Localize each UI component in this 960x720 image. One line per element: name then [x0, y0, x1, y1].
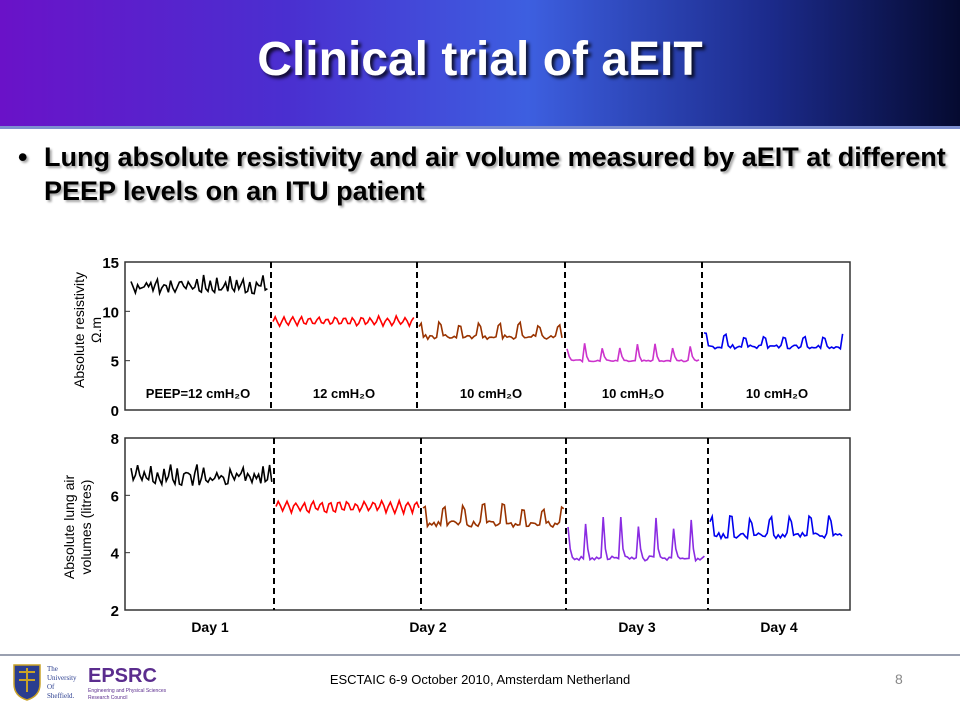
y-tick-label: 10 — [102, 304, 119, 321]
y-axis-label-line: Absolute resistivity — [71, 272, 87, 388]
volume-chart: 2 4 6 8 Absolute lung airvolumes (litres) Day… — [61, 431, 851, 635]
sheffield-logo-line4: Sheffield. — [47, 692, 75, 700]
y-tick-label: 0 — [111, 403, 119, 420]
page-number: 8 — [895, 671, 903, 687]
y-axis-label: Absolute resistivityΩ.m — [71, 272, 104, 388]
series-line — [566, 343, 700, 364]
footer-text: ESCTAIC 6-9 October 2010, Amsterdam Neth… — [329, 672, 631, 687]
footer-divider — [0, 654, 960, 656]
peep-label: 10 cmH₂O — [460, 386, 522, 401]
y-tick-label: 6 — [111, 488, 119, 505]
day-label: Day 3 — [618, 619, 656, 635]
bullet-text: Lung absolute resistivity and air volume… — [44, 142, 946, 206]
series-line — [422, 502, 565, 529]
y-axis-label-line: Absolute lung air — [61, 475, 77, 580]
y-tick-label: 2 — [111, 603, 119, 620]
series-line — [703, 332, 844, 351]
y-tick-label: 15 — [102, 255, 119, 272]
epsrc-logo-text: EPSRC — [88, 665, 157, 687]
y-tick-label: 4 — [111, 546, 120, 563]
day-label: Day 1 — [191, 619, 229, 635]
title-banner — [0, 0, 960, 128]
bullet-marker: • — [18, 142, 28, 172]
series-line — [709, 513, 843, 541]
slide-title: Clinical trial of aEIT — [257, 33, 703, 86]
shield-cross-icon — [19, 668, 35, 692]
series-line — [418, 320, 563, 341]
series-line — [567, 516, 705, 563]
y-axis-label-line: volumes (litres) — [78, 480, 94, 575]
epsrc-logo-sub2: Research Council — [88, 695, 127, 701]
day-label: Day 4 — [760, 619, 798, 635]
series-line — [130, 274, 268, 297]
sheffield-logo-line2: University — [47, 674, 77, 682]
peep-label: 10 cmH₂O — [602, 386, 664, 401]
y-tick-label: 5 — [111, 354, 119, 371]
plot-frame — [124, 261, 851, 411]
y-axis-label-line: Ω.m — [88, 317, 104, 343]
day-label: Day 2 — [409, 619, 447, 635]
sheffield-logo-line3: Of — [47, 683, 55, 691]
y-axis-label: Absolute lung airvolumes (litres) — [61, 475, 94, 580]
series-line — [272, 313, 415, 329]
peep-label: PEEP=12 cmH₂O — [146, 386, 250, 401]
sheffield-logo-line1: The — [47, 665, 58, 673]
bullet-point: • Lung absolute resistivity and air volu… — [18, 140, 948, 208]
peep-label: 10 cmH₂O — [746, 386, 808, 401]
y-tick-label: 8 — [111, 431, 119, 448]
sheffield-logo: The University Of Sheffield. — [13, 664, 77, 701]
series-line — [275, 498, 420, 517]
peep-label: 12 cmH₂O — [313, 386, 375, 401]
plot-frame — [124, 437, 851, 611]
epsrc-logo-sub1: Engineering and Physical Sciences — [88, 688, 167, 694]
series-line — [130, 464, 273, 488]
title-divider — [0, 126, 960, 129]
epsrc-logo: EPSRC Engineering and Physical Sciences … — [88, 665, 167, 701]
